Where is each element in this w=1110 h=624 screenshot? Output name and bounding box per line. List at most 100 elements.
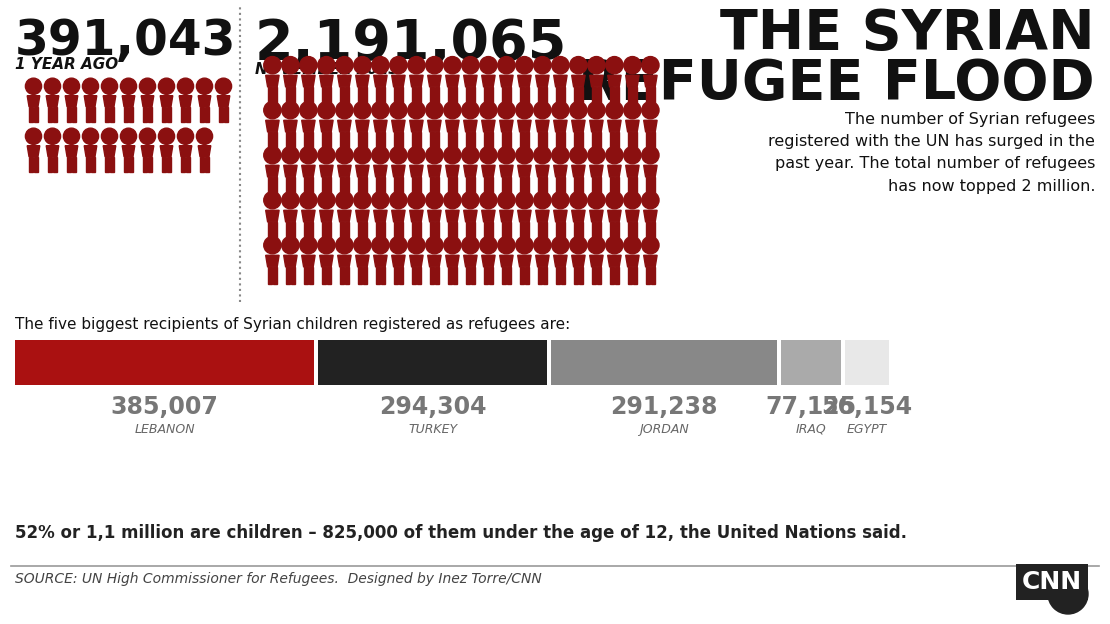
- Polygon shape: [268, 222, 272, 238]
- Polygon shape: [124, 157, 128, 172]
- Polygon shape: [337, 210, 351, 222]
- Polygon shape: [105, 107, 109, 122]
- Polygon shape: [561, 132, 565, 149]
- Polygon shape: [284, 255, 297, 267]
- Polygon shape: [633, 87, 637, 104]
- Polygon shape: [609, 267, 614, 283]
- Polygon shape: [160, 95, 173, 107]
- Polygon shape: [345, 132, 350, 149]
- Circle shape: [372, 147, 388, 164]
- Circle shape: [624, 147, 642, 164]
- Polygon shape: [435, 222, 440, 238]
- Polygon shape: [394, 132, 397, 149]
- Polygon shape: [302, 255, 315, 267]
- Polygon shape: [322, 222, 326, 238]
- Polygon shape: [381, 177, 385, 193]
- Polygon shape: [285, 267, 290, 283]
- Polygon shape: [592, 267, 596, 283]
- Polygon shape: [355, 255, 370, 267]
- Polygon shape: [326, 267, 331, 283]
- Polygon shape: [488, 132, 493, 149]
- Polygon shape: [464, 76, 477, 87]
- Bar: [781, 340, 841, 385]
- Polygon shape: [103, 95, 115, 107]
- Polygon shape: [224, 107, 228, 122]
- Polygon shape: [392, 76, 405, 87]
- Polygon shape: [543, 222, 547, 238]
- Polygon shape: [357, 177, 362, 193]
- Polygon shape: [29, 157, 33, 172]
- Polygon shape: [375, 177, 380, 193]
- Polygon shape: [507, 222, 512, 238]
- Circle shape: [300, 147, 317, 164]
- Polygon shape: [309, 132, 313, 149]
- Circle shape: [44, 78, 61, 94]
- Polygon shape: [500, 76, 513, 87]
- Circle shape: [63, 128, 80, 144]
- Polygon shape: [435, 87, 440, 104]
- Circle shape: [444, 236, 461, 254]
- Polygon shape: [322, 87, 326, 104]
- Polygon shape: [143, 157, 147, 172]
- Polygon shape: [626, 120, 639, 132]
- Polygon shape: [268, 177, 272, 193]
- Circle shape: [444, 102, 461, 119]
- Polygon shape: [646, 267, 650, 283]
- Polygon shape: [265, 165, 279, 177]
- Polygon shape: [447, 132, 452, 149]
- Polygon shape: [129, 107, 133, 122]
- Text: The five biggest recipients of Syrian children registered as refugees are:: The five biggest recipients of Syrian ch…: [16, 317, 571, 332]
- Polygon shape: [28, 145, 40, 157]
- Circle shape: [462, 236, 480, 254]
- Polygon shape: [284, 76, 297, 87]
- Circle shape: [642, 147, 659, 164]
- Polygon shape: [626, 76, 639, 87]
- Polygon shape: [626, 210, 639, 222]
- Polygon shape: [536, 255, 549, 267]
- Polygon shape: [633, 222, 637, 238]
- Circle shape: [140, 78, 155, 94]
- Circle shape: [63, 78, 80, 94]
- Polygon shape: [392, 210, 405, 222]
- Text: 291,238: 291,238: [610, 395, 718, 419]
- Circle shape: [497, 236, 515, 254]
- Polygon shape: [465, 132, 470, 149]
- Polygon shape: [556, 177, 559, 193]
- Circle shape: [264, 147, 281, 164]
- Polygon shape: [29, 107, 33, 122]
- Polygon shape: [554, 76, 567, 87]
- Polygon shape: [363, 267, 367, 283]
- Polygon shape: [482, 120, 495, 132]
- Polygon shape: [304, 132, 307, 149]
- Circle shape: [317, 192, 335, 209]
- Polygon shape: [589, 165, 603, 177]
- Text: TURKEY: TURKEY: [408, 423, 457, 436]
- Circle shape: [642, 102, 659, 119]
- Polygon shape: [394, 222, 397, 238]
- Polygon shape: [484, 132, 488, 149]
- Polygon shape: [141, 145, 154, 157]
- Polygon shape: [48, 157, 52, 172]
- Polygon shape: [105, 157, 109, 172]
- Polygon shape: [273, 177, 278, 193]
- Polygon shape: [574, 222, 578, 238]
- Polygon shape: [607, 210, 622, 222]
- Bar: [845, 340, 889, 385]
- Circle shape: [282, 57, 299, 74]
- Polygon shape: [435, 132, 440, 149]
- Circle shape: [606, 192, 623, 209]
- Polygon shape: [633, 132, 637, 149]
- Polygon shape: [337, 165, 351, 177]
- Polygon shape: [650, 267, 655, 283]
- Polygon shape: [615, 132, 619, 149]
- Polygon shape: [34, 107, 38, 122]
- Polygon shape: [285, 132, 290, 149]
- Polygon shape: [186, 107, 190, 122]
- Circle shape: [26, 78, 41, 94]
- Polygon shape: [517, 165, 531, 177]
- Polygon shape: [556, 267, 559, 283]
- Polygon shape: [607, 120, 622, 132]
- Polygon shape: [574, 87, 578, 104]
- Polygon shape: [381, 87, 385, 104]
- Polygon shape: [536, 76, 549, 87]
